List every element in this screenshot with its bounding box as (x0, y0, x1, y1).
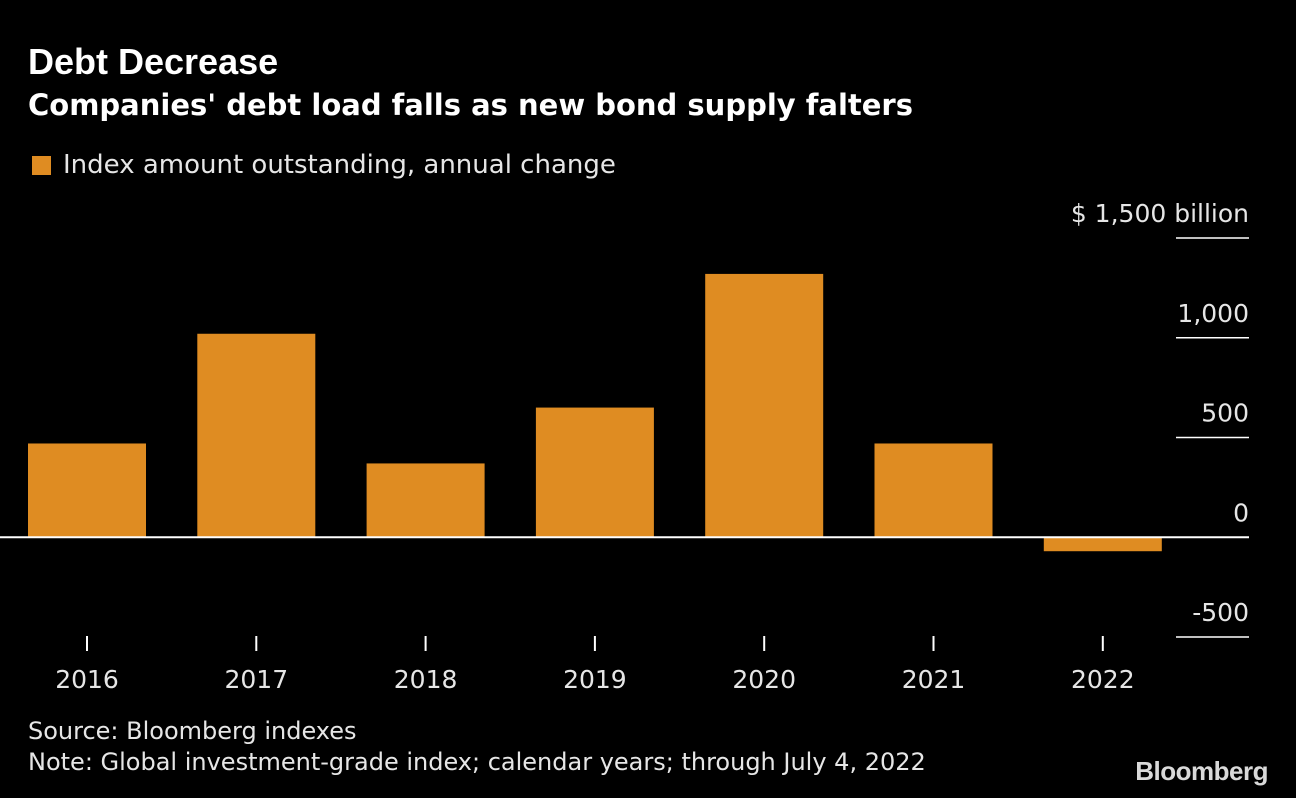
bar (705, 273, 824, 538)
bar (197, 333, 316, 538)
chart-subtitle: Companies' debt load falls as new bond s… (28, 88, 913, 122)
bar (874, 443, 993, 538)
x-tick-label: 2022 (1071, 665, 1135, 694)
legend-label: Index amount outstanding, annual change (63, 150, 616, 180)
x-tick-label: 2018 (394, 665, 458, 694)
bar (535, 407, 654, 538)
x-tick-label: 2017 (224, 665, 288, 694)
chart-title: Debt Decrease (28, 41, 279, 82)
x-tick-label: 2019 (563, 665, 627, 694)
y-tick-label: $ 1,500 billion (1071, 199, 1249, 228)
bar (366, 463, 485, 538)
y-tick-label: -500 (1192, 598, 1249, 627)
x-tick-label: 2021 (902, 665, 966, 694)
bloomberg-logo: Bloomberg (1135, 756, 1268, 786)
legend: Index amount outstanding, annual change (32, 150, 616, 180)
bar (28, 443, 146, 538)
bar (1043, 537, 1162, 552)
footnote: Note: Global investment-grade index; cal… (28, 748, 926, 776)
y-tick-label: 1,000 (1177, 299, 1249, 328)
x-tick-label: 2020 (732, 665, 796, 694)
source-note: Source: Bloomberg indexes (28, 717, 357, 745)
footer: Source: Bloomberg indexes Note: Global i… (28, 716, 926, 778)
x-tick-label: 2016 (55, 665, 119, 694)
legend-swatch (32, 155, 51, 175)
y-tick-label: 500 (1201, 399, 1249, 428)
y-tick-label: 0 (1233, 498, 1249, 527)
